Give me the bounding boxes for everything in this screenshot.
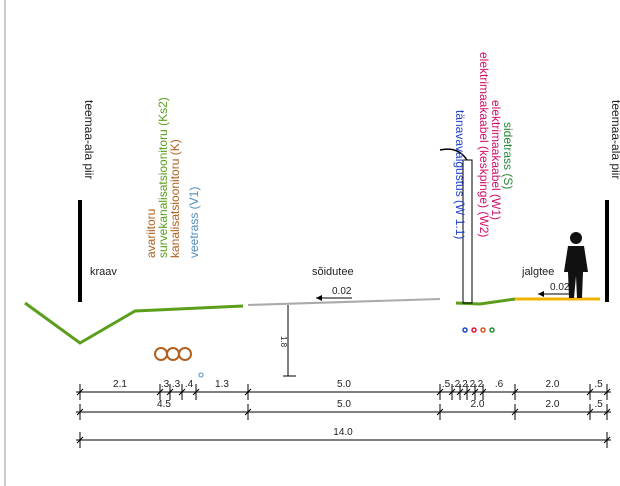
lamp-arm — [439, 148, 468, 161]
depth-label: 1.8 — [279, 336, 288, 348]
dimension-label: .2 — [467, 379, 476, 390]
dimension-label: .3 — [161, 379, 170, 390]
utility-label: sidetrass (S) — [501, 122, 515, 189]
dimension-label: .6 — [495, 379, 504, 390]
dimension-tick — [471, 388, 479, 396]
slope-arrowhead — [538, 291, 544, 297]
dimension-tick — [586, 388, 594, 396]
dimension-tick — [192, 388, 200, 396]
dimension-tick — [244, 408, 252, 416]
dimension-label: 2.1 — [113, 379, 127, 390]
dimension-tick — [456, 388, 464, 396]
dimension-tick — [178, 388, 186, 396]
utility-label: elektrimaakaabel (keskpinge) (W2) — [477, 52, 491, 237]
dimension-tick — [448, 388, 456, 396]
dimension-tick — [244, 388, 252, 396]
dimension-tick — [436, 408, 444, 416]
area-label: kraav — [90, 266, 117, 278]
lamp-pole — [462, 159, 473, 304]
utility-label: kanalisatsioonitoru (K) — [168, 139, 182, 258]
dimension-tick — [603, 388, 611, 396]
ditch-ground — [24, 301, 244, 345]
pipes — [154, 327, 495, 378]
dimension-label: .5 — [594, 399, 603, 410]
dimension-tick — [511, 408, 519, 416]
utility-label: survekanalisatsioonitoru (Ks2) — [156, 97, 170, 258]
area-label: jalgtee — [521, 266, 554, 278]
dimension-label: .3 — [172, 379, 181, 390]
dimension-label: .2 — [459, 379, 468, 390]
boundary-post — [78, 200, 82, 302]
dimension-tick — [156, 388, 164, 396]
pedestrian — [564, 232, 588, 298]
dimension-label: 14.0 — [333, 427, 353, 438]
dimension-label: .4 — [185, 379, 194, 390]
dimension-label: 2.0 — [546, 379, 560, 390]
dimension-tick — [436, 388, 444, 396]
dimension-label: 2.0 — [546, 399, 560, 410]
dimension-tick — [511, 388, 519, 396]
dimension-label: .5 — [442, 379, 451, 390]
dimension-tick — [463, 388, 471, 396]
dimension-tick — [586, 408, 594, 416]
slope-arrowhead — [316, 295, 322, 301]
utility-label: avariitoru — [144, 209, 158, 258]
boundary-label: teemaa-ala piir — [82, 100, 96, 179]
slope-label: 0.02 — [550, 282, 570, 293]
dimension-label: 5.0 — [337, 399, 351, 410]
dimension-label: 5.0 — [337, 379, 351, 390]
dimension-tick — [603, 408, 611, 416]
boundary-post — [605, 200, 609, 302]
dimension-label: 1.3 — [215, 379, 229, 390]
dimension-tick — [603, 436, 611, 444]
dimension-tick — [76, 436, 84, 444]
dimension-label: 4.5 — [157, 399, 171, 410]
utility-label: tänavavalgustus (W 1.1) — [453, 110, 467, 239]
dimension-label: .2 — [475, 379, 484, 390]
utility-label: elektrimaakaabel (W1) — [489, 100, 503, 220]
dimension-label: .2 — [452, 379, 461, 390]
dimension-tick — [76, 408, 84, 416]
dimension-label: 2.0 — [471, 399, 485, 410]
area-label: sõidutee — [312, 266, 354, 278]
dimension-tick — [479, 388, 487, 396]
utility-label: veetrass (V1) — [187, 187, 201, 258]
slope-label: 0.02 — [332, 286, 352, 297]
dimension-label: .5 — [594, 379, 603, 390]
dimension-tick — [166, 388, 174, 396]
roadway-surface — [247, 298, 441, 306]
boundary-label: teemaa-ala piir — [609, 100, 620, 179]
dimension-tick — [76, 388, 84, 396]
